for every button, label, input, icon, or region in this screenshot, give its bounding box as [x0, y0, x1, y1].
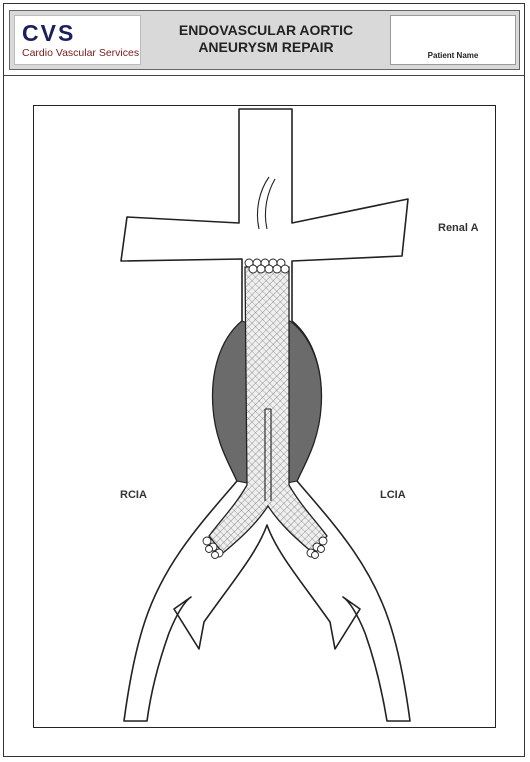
- stent-graft: [208, 266, 328, 554]
- distal-stent-rings-right: [306, 536, 328, 559]
- patient-name-field[interactable]: Patient Name: [390, 15, 516, 65]
- label-left-iliac: LCIA: [380, 489, 406, 501]
- label-right-iliac: RCIA: [120, 489, 147, 501]
- aorta-diagram: [120, 108, 411, 722]
- title-line-1: ENDOVASCULAR AORTIC: [178, 22, 354, 38]
- logo: CVS Cardio Vascular Services: [14, 15, 141, 65]
- graft-bifurcation: [264, 408, 272, 501]
- logo-company-name: Cardio Vascular Services: [22, 47, 140, 59]
- aorta-curve-marks: [256, 176, 276, 230]
- page-title: ENDOVASCULAR AORTIC ANEURYSM REPAIR: [150, 22, 382, 56]
- title-line-2: ANEURYSM REPAIR: [198, 39, 334, 55]
- label-renal-artery: Renal A: [438, 222, 479, 234]
- header-divider: [3, 75, 525, 76]
- patient-name-label: Patient Name: [427, 51, 479, 60]
- distal-stent-rings-left: [202, 536, 224, 559]
- aneurysm-sac-left: [212, 320, 248, 484]
- proximal-stent-rings: [244, 258, 290, 274]
- header-bar: CVS Cardio Vascular Services ENDOVASCULA…: [9, 10, 520, 70]
- diagram-frame: Renal A RCIA LCIA: [33, 105, 496, 728]
- logo-abbreviation: CVS: [22, 20, 76, 46]
- page-frame: [3, 3, 525, 757]
- aneurysm-sac-right: [286, 320, 322, 484]
